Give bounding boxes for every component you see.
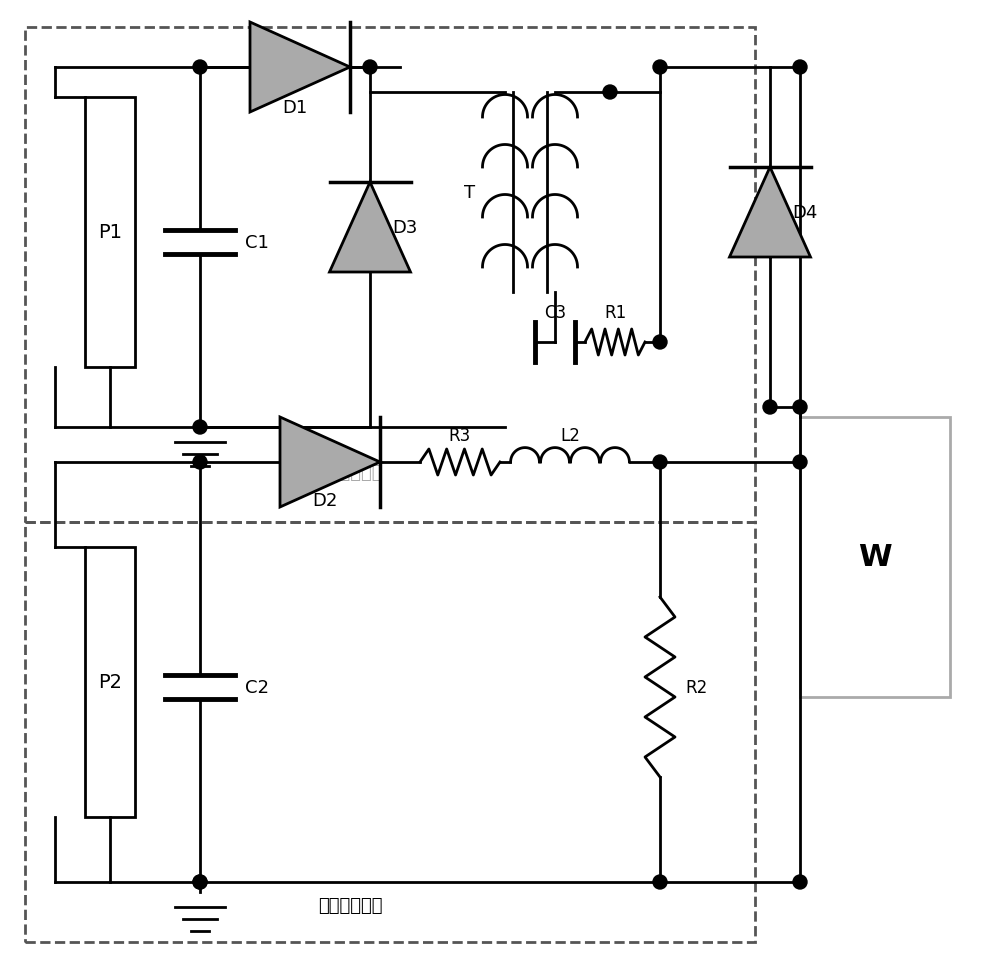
Circle shape xyxy=(793,61,807,75)
Polygon shape xyxy=(730,168,810,258)
Text: C2: C2 xyxy=(245,678,269,697)
Circle shape xyxy=(653,336,667,350)
Circle shape xyxy=(763,401,777,414)
Text: R2: R2 xyxy=(685,678,707,697)
Circle shape xyxy=(193,455,207,470)
Bar xyxy=(85,98,135,367)
Text: 脉冲电压回路: 脉冲电压回路 xyxy=(318,463,382,482)
Text: D4: D4 xyxy=(792,204,817,222)
Text: T: T xyxy=(464,184,476,202)
Polygon shape xyxy=(330,183,411,273)
Circle shape xyxy=(193,875,207,889)
Text: L2: L2 xyxy=(560,427,580,445)
Text: D3: D3 xyxy=(392,219,417,236)
Bar xyxy=(85,547,135,817)
Text: C1: C1 xyxy=(245,234,269,252)
Polygon shape xyxy=(250,23,350,113)
Circle shape xyxy=(193,420,207,435)
Circle shape xyxy=(793,455,807,470)
Circle shape xyxy=(793,401,807,414)
Text: R1: R1 xyxy=(604,304,626,321)
Circle shape xyxy=(363,61,377,75)
Text: P1: P1 xyxy=(98,224,122,242)
Text: W: W xyxy=(858,543,892,572)
Text: R3: R3 xyxy=(449,427,471,445)
Text: D2: D2 xyxy=(312,491,338,509)
Text: P2: P2 xyxy=(98,673,122,692)
Polygon shape xyxy=(280,417,380,507)
Circle shape xyxy=(653,455,667,470)
Circle shape xyxy=(793,875,807,889)
Circle shape xyxy=(193,61,207,75)
Circle shape xyxy=(193,875,207,889)
Circle shape xyxy=(653,875,667,889)
Text: 脉冲电流回路: 脉冲电流回路 xyxy=(318,896,382,914)
Text: D1: D1 xyxy=(282,99,308,117)
FancyBboxPatch shape xyxy=(800,417,950,698)
Text: C3: C3 xyxy=(544,304,566,321)
Circle shape xyxy=(653,61,667,75)
Circle shape xyxy=(603,86,617,100)
